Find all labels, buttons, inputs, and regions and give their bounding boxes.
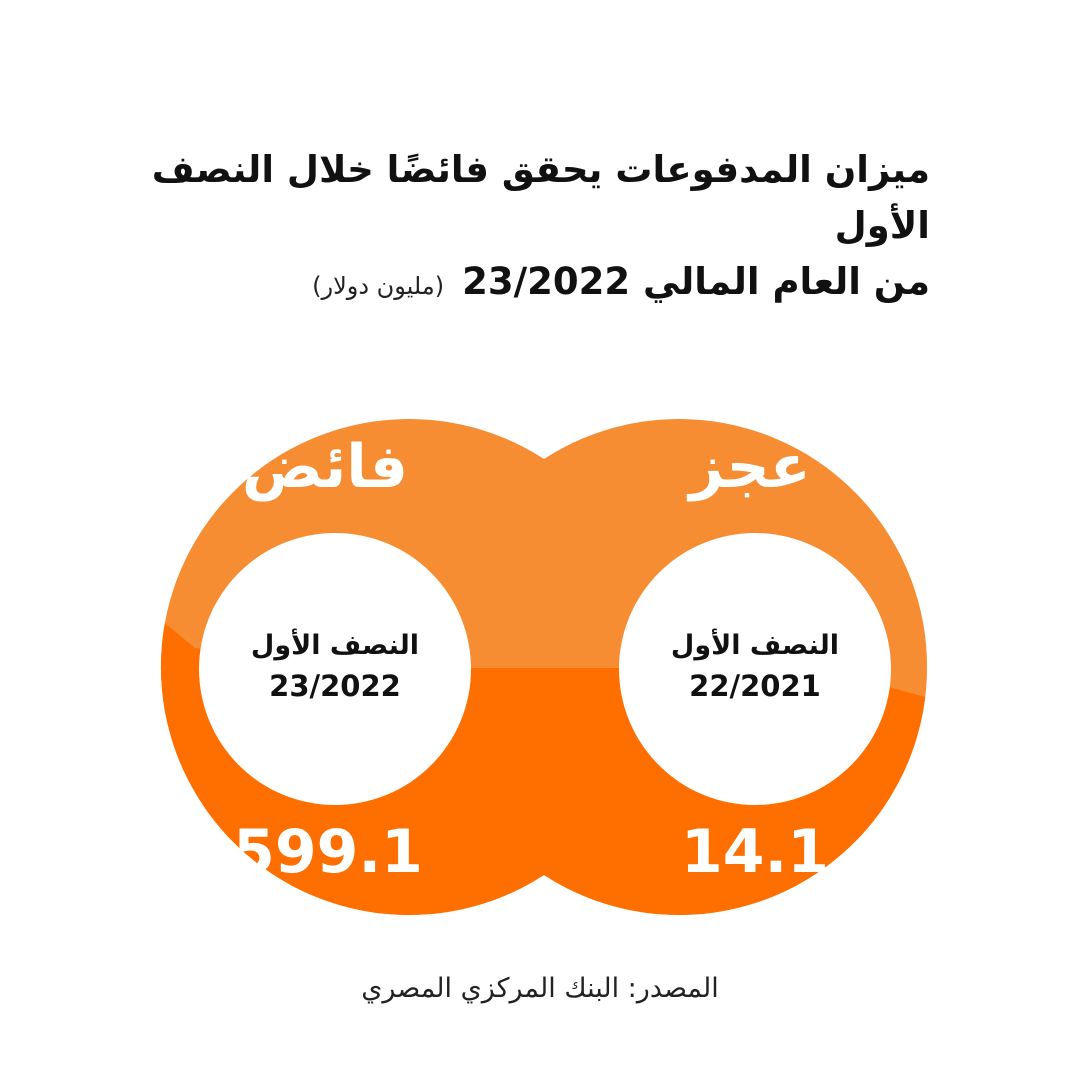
value-label-surplus: 599.1 [233,817,423,887]
period-label-left-line2: 23/2022 [269,669,401,703]
left-inner-circle [199,533,471,805]
title-line-2: من العام المالي 23/2022 (مليون دولار) [70,254,930,314]
unit-label: (مليون دولار) [312,272,445,300]
period-label-right-line2: 22/2021 [689,669,821,703]
status-label-surplus: فائض [242,432,408,502]
chart-title: ميزان المدفوعات يحقق فائضًا خلال النصف ا… [70,142,930,314]
title-line-1: ميزان المدفوعات يحقق فائضًا خلال النصف ا… [151,148,930,247]
period-label-right-line1: النصف الأول [671,628,839,661]
status-label-deficit: عجز [686,432,811,502]
source-note: المصدر: البنك المركزي المصري [361,973,719,1004]
title-line-2-text: من العام المالي 23/2022 [462,260,930,303]
right-inner-circle [619,533,891,805]
period-label-left-line1: النصف الأول [251,628,419,661]
value-label-deficit: 14.1 [681,817,829,887]
